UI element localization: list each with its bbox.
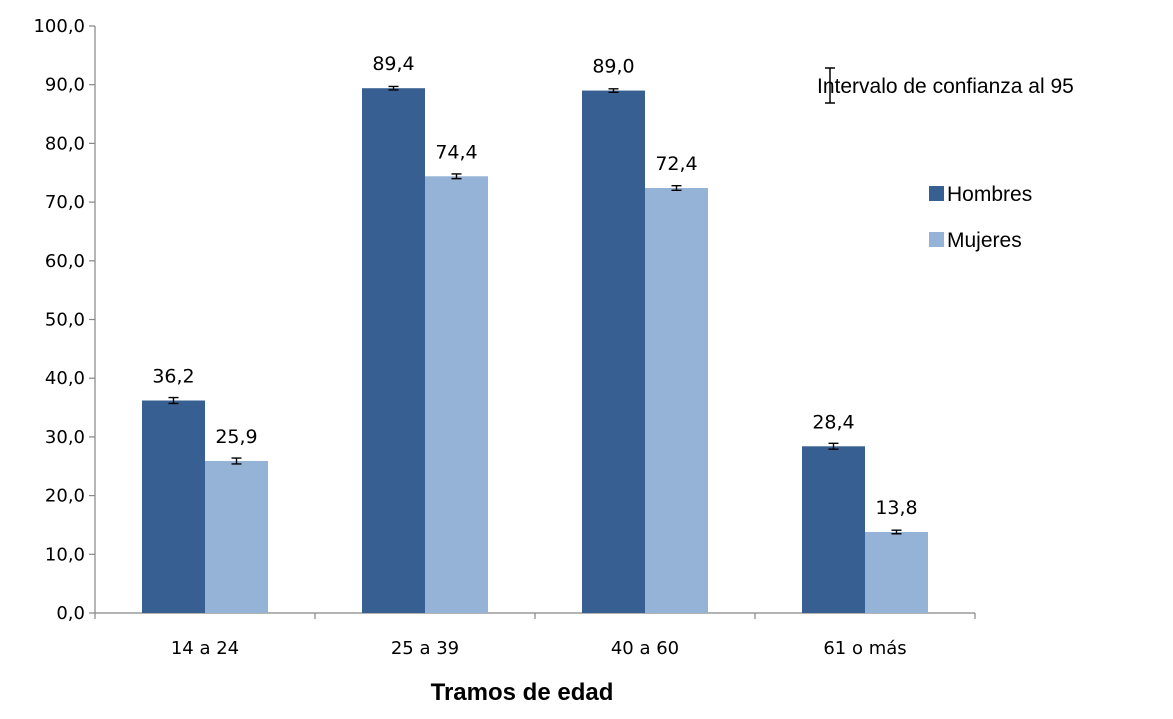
x-axis: 14 a 24 25 a 39 40 a 60 61 o más (94, 612, 976, 659)
y-tick-label: 90,0 (45, 75, 85, 96)
data-label: 13,8 (875, 497, 917, 519)
x-tick-label: 14 a 24 (171, 638, 239, 659)
legend-swatch-hombres (929, 186, 944, 201)
data-label: 89,0 (592, 56, 634, 78)
y-tick-label: 80,0 (45, 133, 85, 154)
y-tick-label: 50,0 (45, 310, 85, 331)
legend-label-mujeres: Mujeres (947, 229, 1022, 252)
bar-hombres (802, 446, 865, 613)
y-tick-label: 10,0 (45, 544, 85, 565)
data-label: 89,4 (372, 53, 414, 75)
error-bar (891, 529, 902, 535)
data-label: 28,4 (812, 411, 854, 433)
data-label: 25,9 (215, 426, 257, 448)
bar-mujeres (205, 460, 268, 613)
error-bar (608, 88, 619, 94)
x-tick-label: 25 a 39 (391, 638, 459, 659)
y-tick-label: 100,0 (33, 16, 85, 37)
bar-mujeres (645, 188, 708, 613)
bar-mujeres (425, 176, 488, 613)
bar-hombres (582, 90, 645, 613)
data-label: 74,4 (435, 141, 477, 163)
bar-hombres (362, 88, 425, 614)
legend-label-hombres: Hombres (947, 183, 1032, 206)
error-bar-legend-icon (825, 67, 835, 104)
x-tick-label: 40 a 60 (611, 638, 679, 659)
legend-swatch-mujeres (929, 232, 944, 247)
error-bar (671, 184, 682, 192)
y-tick-label: 30,0 (45, 427, 85, 448)
y-tick-label: 20,0 (45, 486, 85, 507)
bars (142, 88, 928, 614)
error-bar (828, 442, 839, 450)
bar-mujeres (865, 531, 928, 613)
y-axis: 0,0 10,0 20,0 30,0 40,0 50,0 60,0 70,0 80,0 90,0 1… (33, 16, 96, 624)
data-label: 36,2 (152, 366, 194, 388)
x-axis-title: Tramos de edad (431, 679, 614, 706)
data-label: 72,4 (655, 153, 697, 175)
error-bars (168, 85, 902, 535)
x-tick-label: 61 o más (823, 638, 906, 659)
y-tick-label: 40,0 (45, 368, 85, 389)
bar-hombres (142, 400, 205, 613)
y-tick-label: 60,0 (45, 251, 85, 272)
error-bar (451, 173, 462, 180)
legend: Intervalo de confianza al 95 Hombres Muje… (817, 67, 1074, 252)
error-bar (231, 457, 242, 465)
data-labels: 36,2 25,9 89,4 74,4 89,0 72,4 28,4 13,8 (152, 53, 917, 519)
error-bar (388, 85, 399, 91)
y-tick-label: 0,0 (56, 603, 85, 624)
y-tick-label: 70,0 (45, 192, 85, 213)
error-bar-legend-text: Intervalo de confianza al 95 (817, 75, 1074, 98)
error-bar (168, 396, 179, 405)
